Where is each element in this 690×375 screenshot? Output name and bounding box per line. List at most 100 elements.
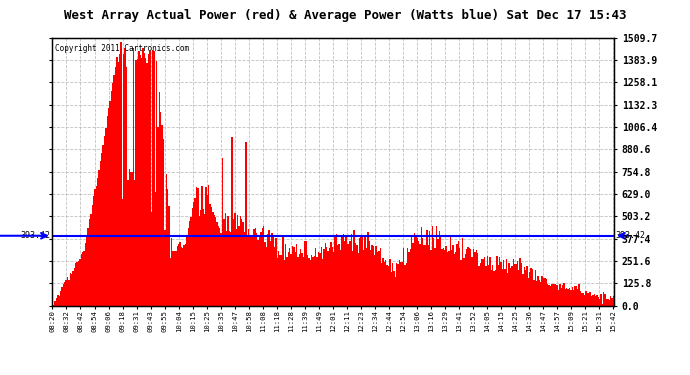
Bar bbox=[331, 242, 332, 306]
Bar bbox=[96, 186, 97, 306]
Bar bbox=[596, 295, 598, 306]
Bar bbox=[607, 299, 609, 306]
Bar bbox=[400, 262, 402, 306]
Text: 393.42: 393.42 bbox=[21, 231, 50, 240]
Bar bbox=[121, 200, 123, 306]
Bar bbox=[406, 262, 407, 306]
Bar bbox=[137, 59, 138, 306]
Bar bbox=[424, 245, 425, 306]
Bar bbox=[314, 256, 315, 306]
Bar bbox=[484, 257, 485, 306]
Bar bbox=[139, 55, 141, 306]
Bar bbox=[486, 256, 488, 306]
Bar bbox=[90, 214, 92, 306]
Bar bbox=[290, 254, 292, 306]
Bar bbox=[264, 242, 266, 306]
Bar bbox=[263, 226, 264, 306]
Bar bbox=[306, 241, 307, 306]
Bar bbox=[67, 277, 68, 306]
Bar bbox=[531, 268, 532, 306]
Bar bbox=[130, 172, 131, 306]
Bar bbox=[199, 216, 200, 306]
Bar bbox=[481, 259, 482, 306]
Bar bbox=[493, 271, 495, 306]
Bar bbox=[92, 205, 93, 306]
Bar bbox=[241, 219, 242, 306]
Bar bbox=[421, 227, 422, 306]
Bar bbox=[491, 270, 492, 306]
Bar bbox=[77, 262, 78, 306]
Bar bbox=[284, 260, 285, 306]
Bar bbox=[297, 257, 299, 306]
Bar bbox=[132, 48, 134, 306]
Bar bbox=[286, 257, 288, 306]
Bar bbox=[213, 212, 214, 306]
Bar bbox=[175, 251, 177, 306]
Bar bbox=[378, 251, 380, 306]
Bar bbox=[177, 246, 178, 306]
Bar bbox=[308, 258, 310, 306]
Bar bbox=[550, 286, 551, 306]
Bar bbox=[141, 57, 142, 306]
Bar bbox=[86, 235, 88, 306]
Bar bbox=[586, 293, 588, 306]
Bar bbox=[588, 293, 589, 306]
Bar bbox=[299, 254, 300, 306]
Bar bbox=[55, 301, 56, 306]
Bar bbox=[388, 266, 389, 306]
Bar bbox=[353, 230, 355, 306]
Bar bbox=[462, 238, 463, 306]
Bar bbox=[53, 305, 55, 306]
Bar bbox=[397, 264, 399, 306]
Bar bbox=[207, 195, 208, 306]
Text: West Array Actual Power (red) & Average Power (Watts blue) Sat Dec 17 15:43: West Array Actual Power (red) & Average … bbox=[63, 9, 627, 22]
Bar bbox=[402, 262, 403, 306]
Bar bbox=[391, 272, 392, 306]
Bar bbox=[328, 251, 329, 306]
Bar bbox=[278, 251, 279, 306]
Bar bbox=[156, 61, 157, 306]
Bar bbox=[103, 146, 104, 306]
Bar bbox=[613, 296, 614, 306]
Bar bbox=[99, 170, 100, 306]
Bar bbox=[167, 189, 168, 306]
Bar bbox=[201, 186, 203, 306]
Bar bbox=[539, 280, 540, 306]
Bar bbox=[57, 296, 59, 306]
Bar bbox=[566, 288, 567, 306]
Bar bbox=[124, 48, 126, 306]
Bar bbox=[563, 284, 564, 306]
Bar bbox=[488, 265, 489, 306]
Bar bbox=[469, 248, 470, 306]
Bar bbox=[442, 249, 443, 306]
Bar bbox=[268, 230, 270, 306]
Bar bbox=[344, 241, 345, 306]
Bar bbox=[573, 290, 574, 306]
Bar bbox=[93, 196, 95, 306]
Bar bbox=[214, 215, 215, 306]
Bar bbox=[337, 245, 338, 306]
Bar bbox=[542, 276, 543, 306]
Bar bbox=[292, 246, 293, 306]
Bar bbox=[326, 246, 328, 306]
Bar bbox=[517, 261, 518, 306]
Bar bbox=[381, 263, 382, 306]
Bar bbox=[285, 244, 286, 306]
Bar bbox=[322, 259, 324, 306]
Bar bbox=[168, 207, 170, 306]
Bar bbox=[558, 290, 559, 306]
Bar bbox=[536, 281, 538, 306]
Bar bbox=[489, 257, 491, 306]
Bar bbox=[233, 219, 234, 306]
Bar bbox=[603, 292, 604, 306]
Bar bbox=[559, 284, 560, 306]
Bar bbox=[547, 284, 549, 306]
Bar bbox=[413, 243, 414, 306]
Bar bbox=[186, 237, 188, 306]
Bar bbox=[410, 249, 411, 306]
Bar bbox=[440, 236, 442, 306]
Bar bbox=[532, 269, 533, 306]
Bar bbox=[189, 221, 190, 306]
Bar bbox=[345, 236, 346, 306]
Bar bbox=[119, 54, 120, 306]
